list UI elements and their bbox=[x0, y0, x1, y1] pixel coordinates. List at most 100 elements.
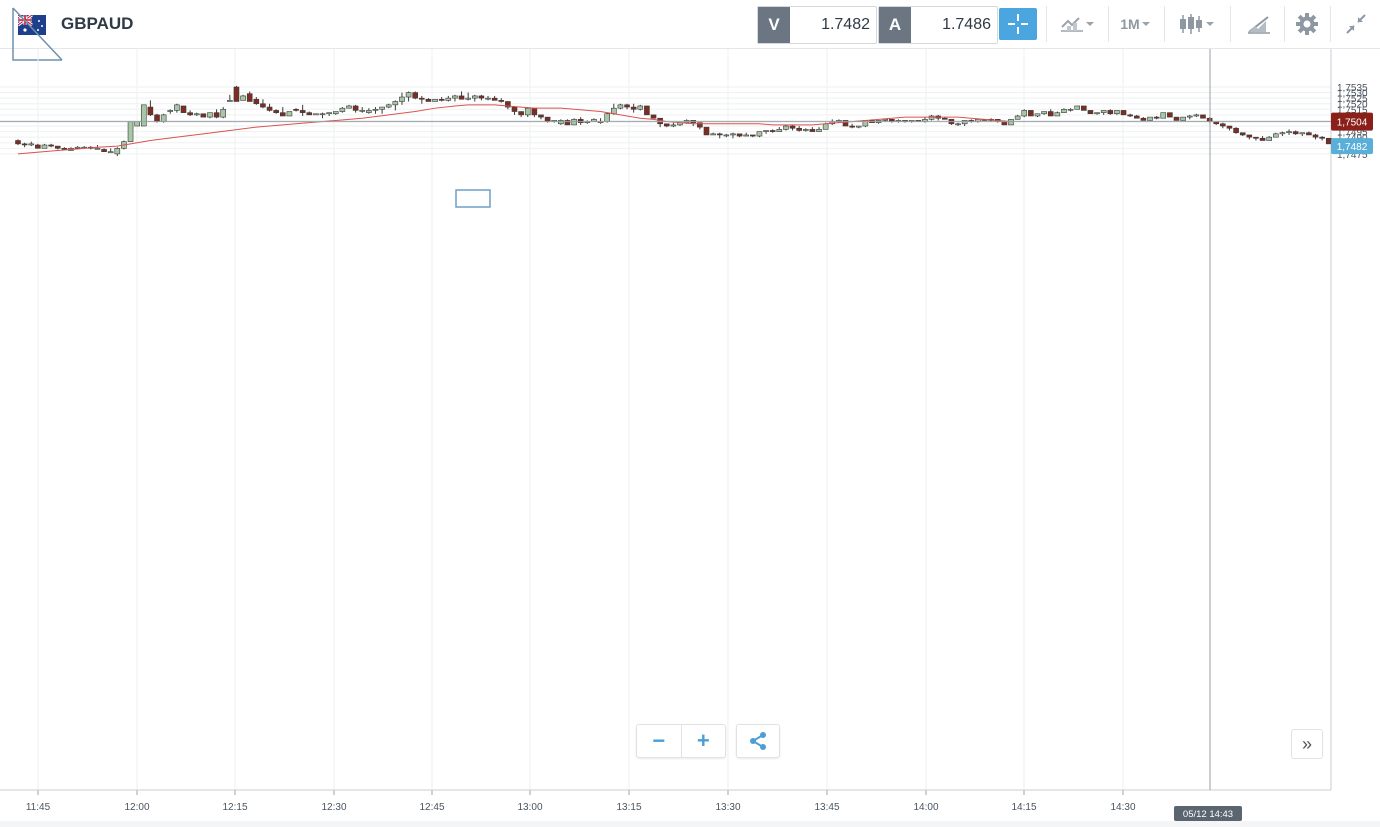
double-chevron-right-icon: » bbox=[1301, 733, 1312, 754]
candle-bullish bbox=[385, 104, 392, 108]
candle-bullish bbox=[1094, 112, 1100, 115]
candle-bullish bbox=[140, 104, 147, 127]
candle-bullish bbox=[604, 113, 610, 122]
instrument-symbol: GBPAUD bbox=[61, 14, 134, 33]
candle-bearish bbox=[293, 108, 299, 111]
candle-bearish bbox=[842, 120, 849, 127]
candle-bearish bbox=[630, 106, 637, 110]
candle-bullish bbox=[485, 97, 491, 100]
candle-bullish bbox=[432, 98, 438, 102]
candle-bearish bbox=[750, 134, 756, 137]
candle-bullish bbox=[28, 143, 35, 146]
candle-bullish bbox=[1014, 115, 1021, 120]
candle-bearish bbox=[769, 130, 776, 132]
candle-bearish bbox=[147, 106, 154, 116]
candle-bearish bbox=[54, 145, 61, 149]
zoom-out-button[interactable]: − bbox=[637, 725, 682, 757]
candle-type-button[interactable] bbox=[1170, 6, 1224, 42]
candle-bullish bbox=[471, 95, 478, 99]
candle-bearish bbox=[180, 105, 187, 113]
candle-bearish bbox=[498, 100, 505, 102]
candle-bullish bbox=[372, 108, 379, 111]
candle-bearish bbox=[1167, 112, 1173, 118]
candle-bearish bbox=[233, 86, 240, 102]
zoom-in-button[interactable]: + bbox=[682, 725, 726, 757]
candle-bullish bbox=[1067, 108, 1074, 111]
candle-bullish bbox=[127, 121, 134, 142]
candlestick-type-icon bbox=[1180, 14, 1202, 34]
candle-bullish bbox=[220, 108, 227, 118]
settings-button[interactable] bbox=[1288, 6, 1326, 42]
candle-bullish bbox=[955, 123, 961, 126]
drawing-tools-button[interactable] bbox=[1236, 6, 1282, 42]
candle-bullish bbox=[1273, 133, 1279, 138]
x-tick-label: 13:45 bbox=[814, 802, 839, 813]
toolbar-divider bbox=[1046, 6, 1047, 42]
collapse-button[interactable] bbox=[1336, 6, 1376, 42]
candle-bullish bbox=[1299, 132, 1306, 135]
candle-bearish bbox=[1319, 136, 1325, 139]
candle-bullish bbox=[1061, 108, 1067, 113]
candle-bullish bbox=[1279, 132, 1286, 135]
price-chart[interactable]: 1,75351,75301,75251,75201,75151,75101,75… bbox=[0, 49, 1380, 827]
x-tick-label: 13:15 bbox=[616, 802, 641, 813]
candle-bearish bbox=[1127, 114, 1133, 117]
candle-bullish bbox=[332, 111, 339, 115]
candle-bullish bbox=[134, 121, 140, 127]
candle-bearish bbox=[1312, 134, 1319, 138]
x-tick-label: 14:00 bbox=[913, 802, 938, 813]
share-button[interactable] bbox=[736, 724, 780, 758]
plus-icon: + bbox=[696, 728, 710, 753]
crosshair-price-tag bbox=[1331, 112, 1373, 131]
candle-bearish bbox=[1133, 115, 1140, 119]
candle-bullish bbox=[855, 125, 862, 128]
candle-bearish bbox=[1140, 117, 1147, 121]
candle-bearish bbox=[266, 106, 273, 111]
toolbar-divider bbox=[1330, 6, 1331, 42]
x-tick-label: 14:30 bbox=[1110, 802, 1135, 813]
candle-bearish bbox=[438, 98, 445, 101]
scroll-to-latest-button[interactable]: » bbox=[1291, 729, 1323, 759]
toolbar-divider bbox=[1108, 6, 1109, 42]
candle-bearish bbox=[154, 114, 160, 122]
candle-bullish bbox=[1147, 116, 1153, 121]
y-tick-label: 1,7475 bbox=[1337, 150, 1368, 161]
candle-bullish bbox=[240, 95, 246, 101]
candle-bullish bbox=[1074, 105, 1080, 110]
x-tick-label: 13:00 bbox=[517, 802, 542, 813]
buy-price-button[interactable]: A 1.7486 bbox=[878, 6, 998, 44]
candle-bullish bbox=[617, 104, 624, 109]
timeframe-selector[interactable]: 1M bbox=[1112, 6, 1160, 42]
candle-bullish bbox=[763, 130, 769, 132]
last-price-label: 1,7482 bbox=[1337, 142, 1368, 153]
minus-icon: − bbox=[652, 728, 666, 753]
candle-bearish bbox=[253, 98, 260, 105]
candle-bearish bbox=[1226, 125, 1233, 129]
candle-bearish bbox=[1306, 132, 1312, 136]
candle-bullish bbox=[776, 129, 783, 132]
candle-bearish bbox=[796, 127, 802, 131]
y-tick-label: 1,7530 bbox=[1337, 89, 1368, 100]
x-tick-label: 12:45 bbox=[419, 802, 444, 813]
chevron-down-icon bbox=[1086, 22, 1094, 26]
candle-bearish bbox=[279, 112, 286, 117]
crosshair-button[interactable] bbox=[999, 8, 1037, 40]
candle-bullish bbox=[1100, 110, 1107, 113]
toolbar-divider bbox=[1164, 6, 1165, 42]
candle-bullish bbox=[1008, 119, 1014, 126]
candle-bullish bbox=[74, 146, 81, 149]
buy-price: 1.7486 bbox=[942, 16, 991, 33]
candle-bearish bbox=[1220, 123, 1226, 127]
candle-bearish bbox=[1081, 105, 1087, 111]
candle-bearish bbox=[1120, 110, 1127, 116]
candle-bullish bbox=[802, 129, 809, 131]
candle-bullish bbox=[1180, 116, 1186, 121]
candle-bullish bbox=[882, 119, 889, 121]
chart-type-button[interactable] bbox=[1052, 6, 1102, 42]
sell-price-button[interactable]: V 1.7482 bbox=[757, 6, 877, 44]
chevron-down-icon bbox=[1141, 22, 1150, 26]
candle-bullish bbox=[114, 148, 121, 155]
candle-bullish bbox=[405, 92, 412, 98]
candle-bullish bbox=[326, 112, 332, 115]
candle-bullish bbox=[1054, 112, 1061, 117]
